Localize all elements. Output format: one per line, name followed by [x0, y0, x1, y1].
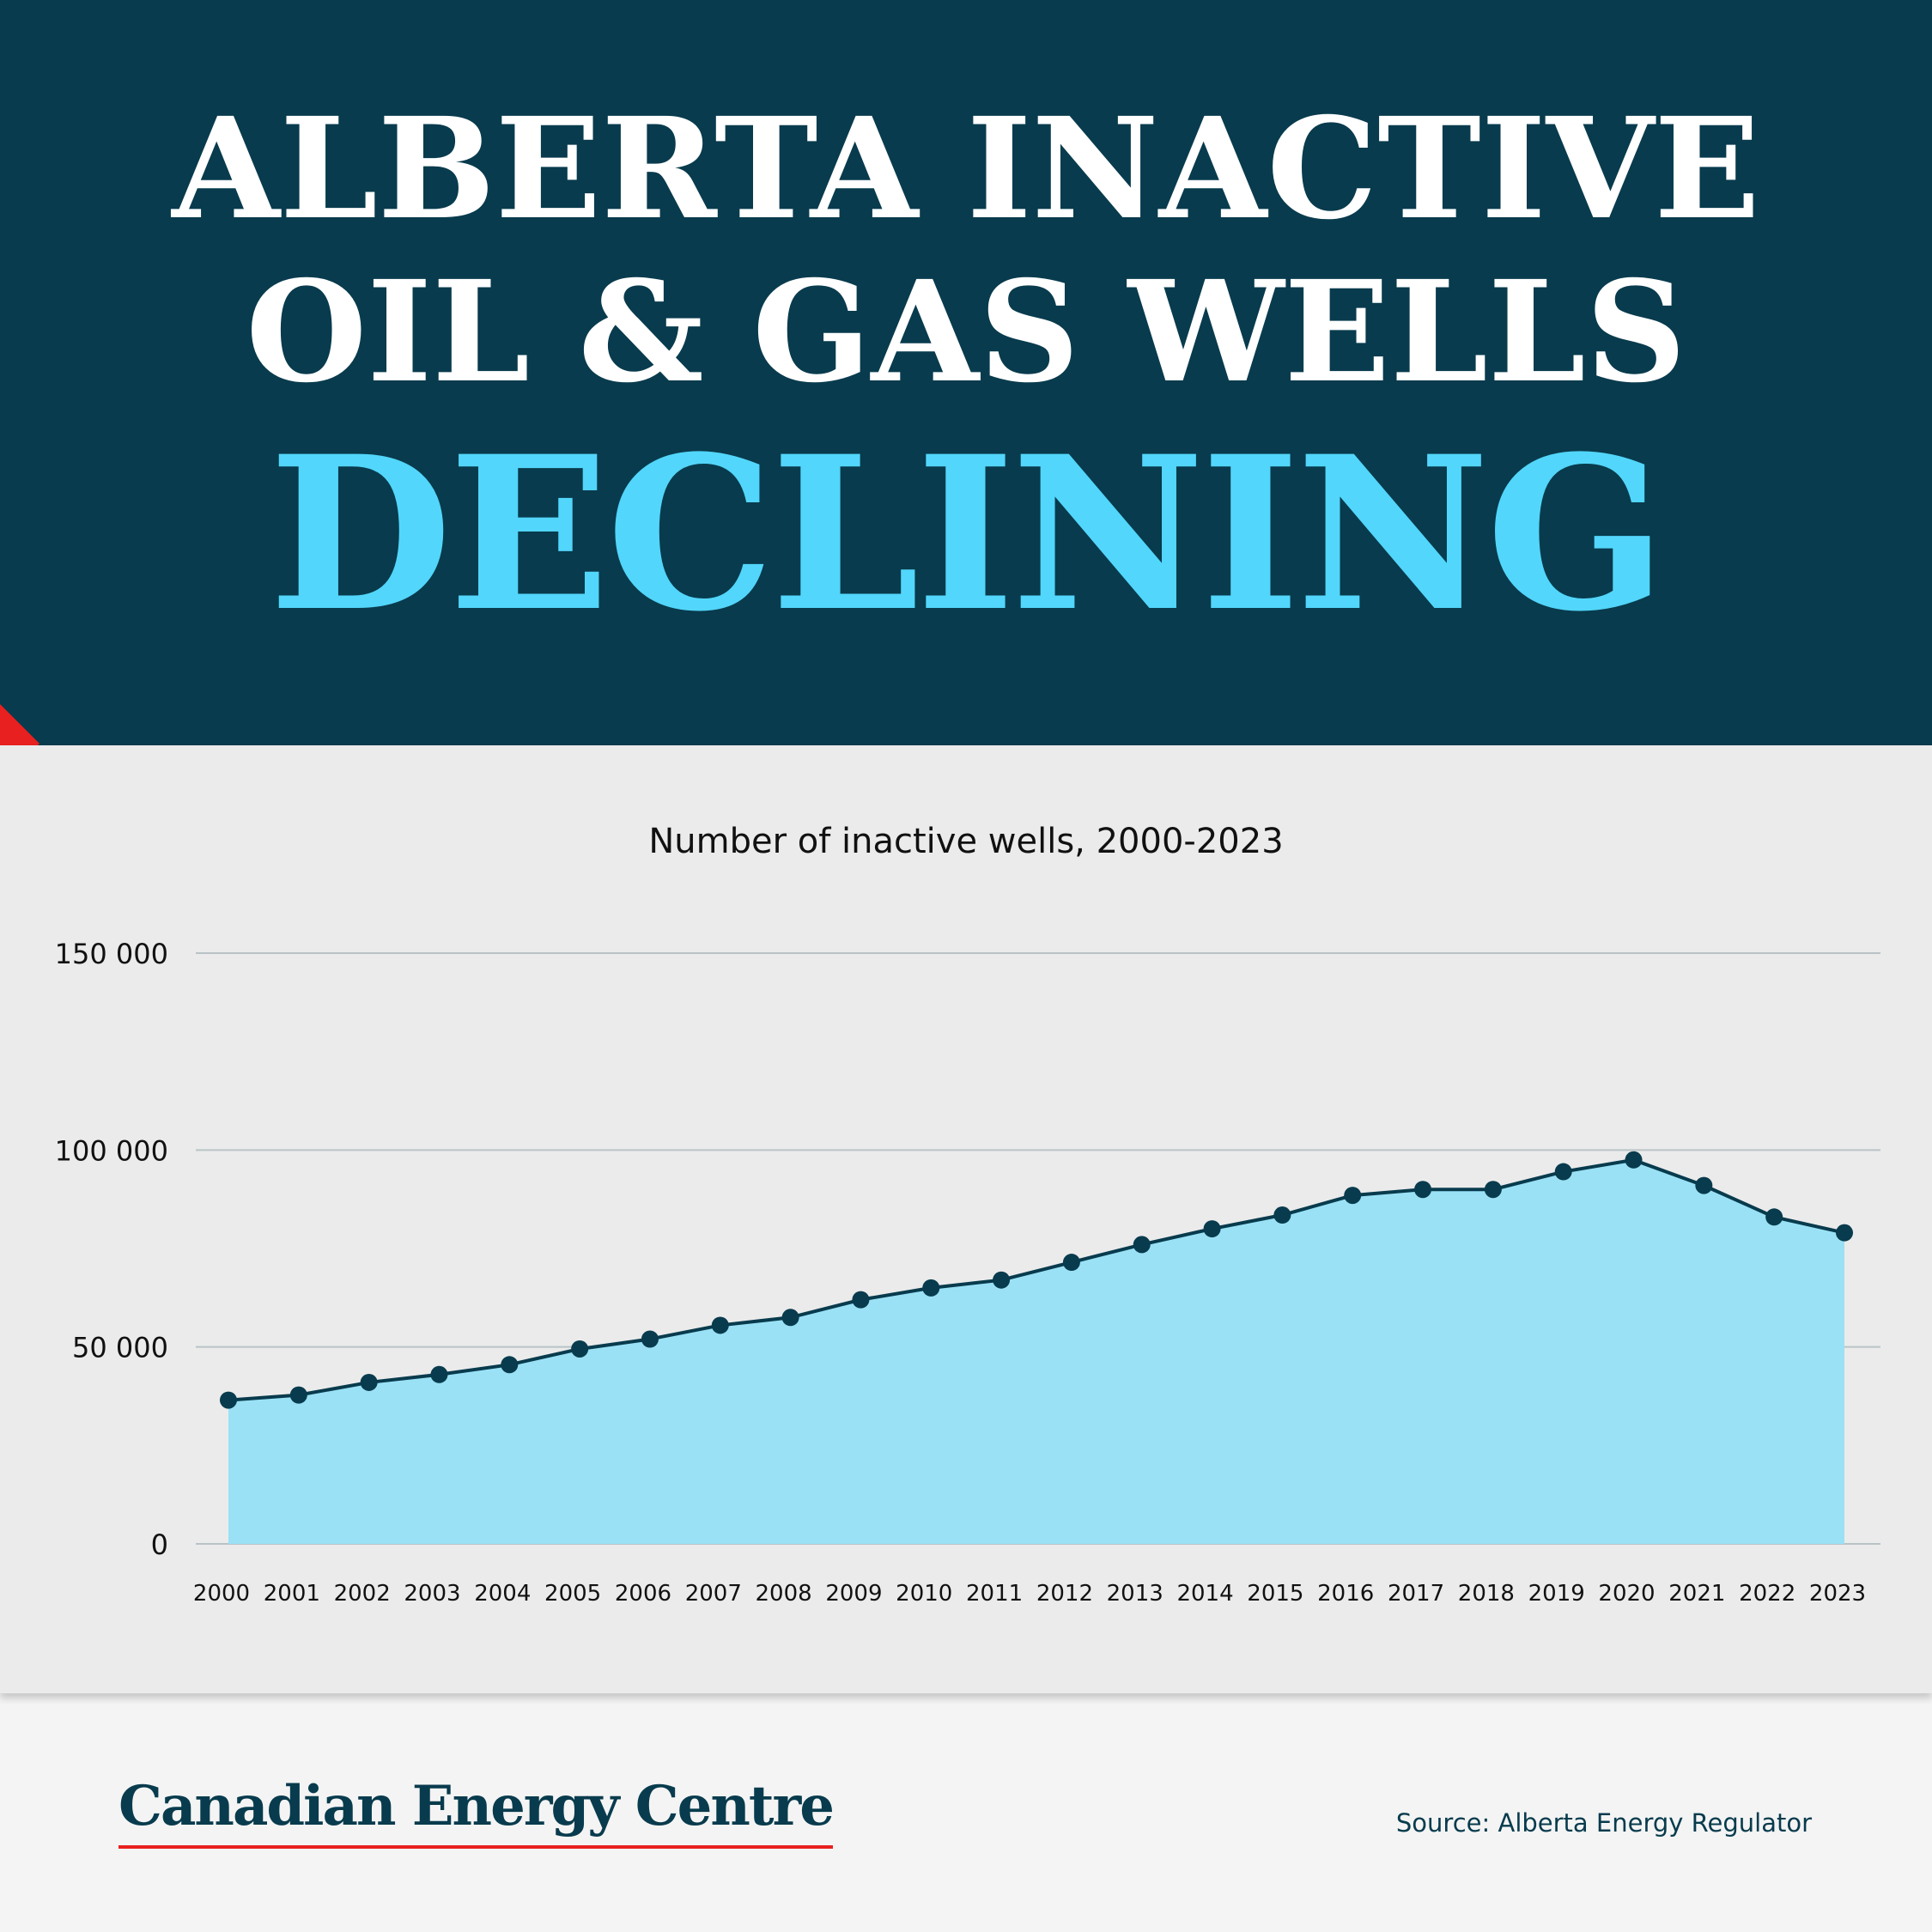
- x-tick-label: 2001: [264, 1581, 320, 1607]
- data-point: [1484, 1181, 1502, 1199]
- y-tick-label: 50 000: [72, 1332, 168, 1364]
- x-tick-label: 2003: [404, 1581, 460, 1607]
- x-tick-label: 2012: [1036, 1581, 1093, 1607]
- data-point: [220, 1391, 237, 1409]
- data-point: [993, 1271, 1011, 1289]
- data-point: [641, 1330, 659, 1348]
- x-tick-label: 2002: [334, 1581, 391, 1607]
- y-tick-label: 100 000: [55, 1134, 168, 1167]
- header-banner: ALBERTA INACTIVE OIL & GAS WELLS DECLINI…: [0, 0, 1932, 745]
- data-point: [781, 1309, 799, 1327]
- data-point: [922, 1279, 940, 1297]
- x-tick-label: 2021: [1668, 1581, 1725, 1607]
- canadian-energy-centre-logo: Canadian Energy Centre: [118, 1774, 835, 1849]
- data-point: [1836, 1224, 1853, 1242]
- data-point: [1133, 1236, 1151, 1254]
- y-tick-label: 150 000: [55, 938, 168, 970]
- x-tick-label: 2004: [474, 1581, 531, 1607]
- title-line-3: DECLINING: [269, 410, 1667, 659]
- x-tick-label: 2020: [1598, 1581, 1655, 1607]
- data-point: [1765, 1208, 1783, 1226]
- x-tick-label: 2016: [1317, 1581, 1374, 1607]
- x-tick-label: 2022: [1739, 1581, 1795, 1607]
- x-tick-label: 2000: [193, 1581, 250, 1607]
- x-tick-label: 2023: [1809, 1581, 1866, 1607]
- chart: Number of inactive wells, 2000-2023 0 50 …: [55, 822, 1880, 1607]
- data-point: [1203, 1220, 1221, 1238]
- chart-title: Number of inactive wells, 2000-2023: [648, 822, 1283, 861]
- data-point: [1344, 1187, 1362, 1205]
- data-point: [571, 1340, 589, 1358]
- x-tick-label: 2014: [1176, 1581, 1233, 1607]
- data-point: [501, 1356, 519, 1374]
- data-point: [1695, 1176, 1713, 1194]
- y-tick-label: 0: [151, 1528, 168, 1561]
- data-point: [1273, 1206, 1291, 1224]
- x-tick-label: 2010: [896, 1581, 952, 1607]
- data-point: [852, 1291, 870, 1309]
- x-tick-label: 2009: [825, 1581, 882, 1607]
- data-point: [1554, 1163, 1572, 1181]
- x-tick-label: 2013: [1107, 1581, 1163, 1607]
- x-tick-label: 2017: [1388, 1581, 1444, 1607]
- data-point: [1625, 1151, 1643, 1169]
- source-note: Source: Alberta Energy Regulator: [1395, 1808, 1812, 1838]
- x-tick-label: 2011: [966, 1581, 1023, 1607]
- x-tick-label: 2005: [544, 1581, 601, 1607]
- title-line-1: ALBERTA INACTIVE: [172, 88, 1760, 251]
- title-line-2: OIL & GAS WELLS: [246, 251, 1686, 414]
- data-point: [289, 1386, 307, 1404]
- data-point: [1062, 1254, 1080, 1272]
- x-tick-label: 2015: [1247, 1581, 1303, 1607]
- x-tick-label: 2018: [1458, 1581, 1515, 1607]
- x-tick-label: 2019: [1528, 1581, 1585, 1607]
- x-tick-label: 2008: [756, 1581, 812, 1607]
- data-point: [430, 1365, 448, 1383]
- data-point: [1414, 1181, 1432, 1199]
- data-point: [360, 1373, 378, 1391]
- area-fill: [228, 1159, 1844, 1544]
- x-tick-label: 2007: [685, 1581, 742, 1607]
- series-line: [228, 1157, 1845, 1402]
- x-tick-label: 2006: [615, 1581, 671, 1607]
- data-point: [711, 1316, 729, 1334]
